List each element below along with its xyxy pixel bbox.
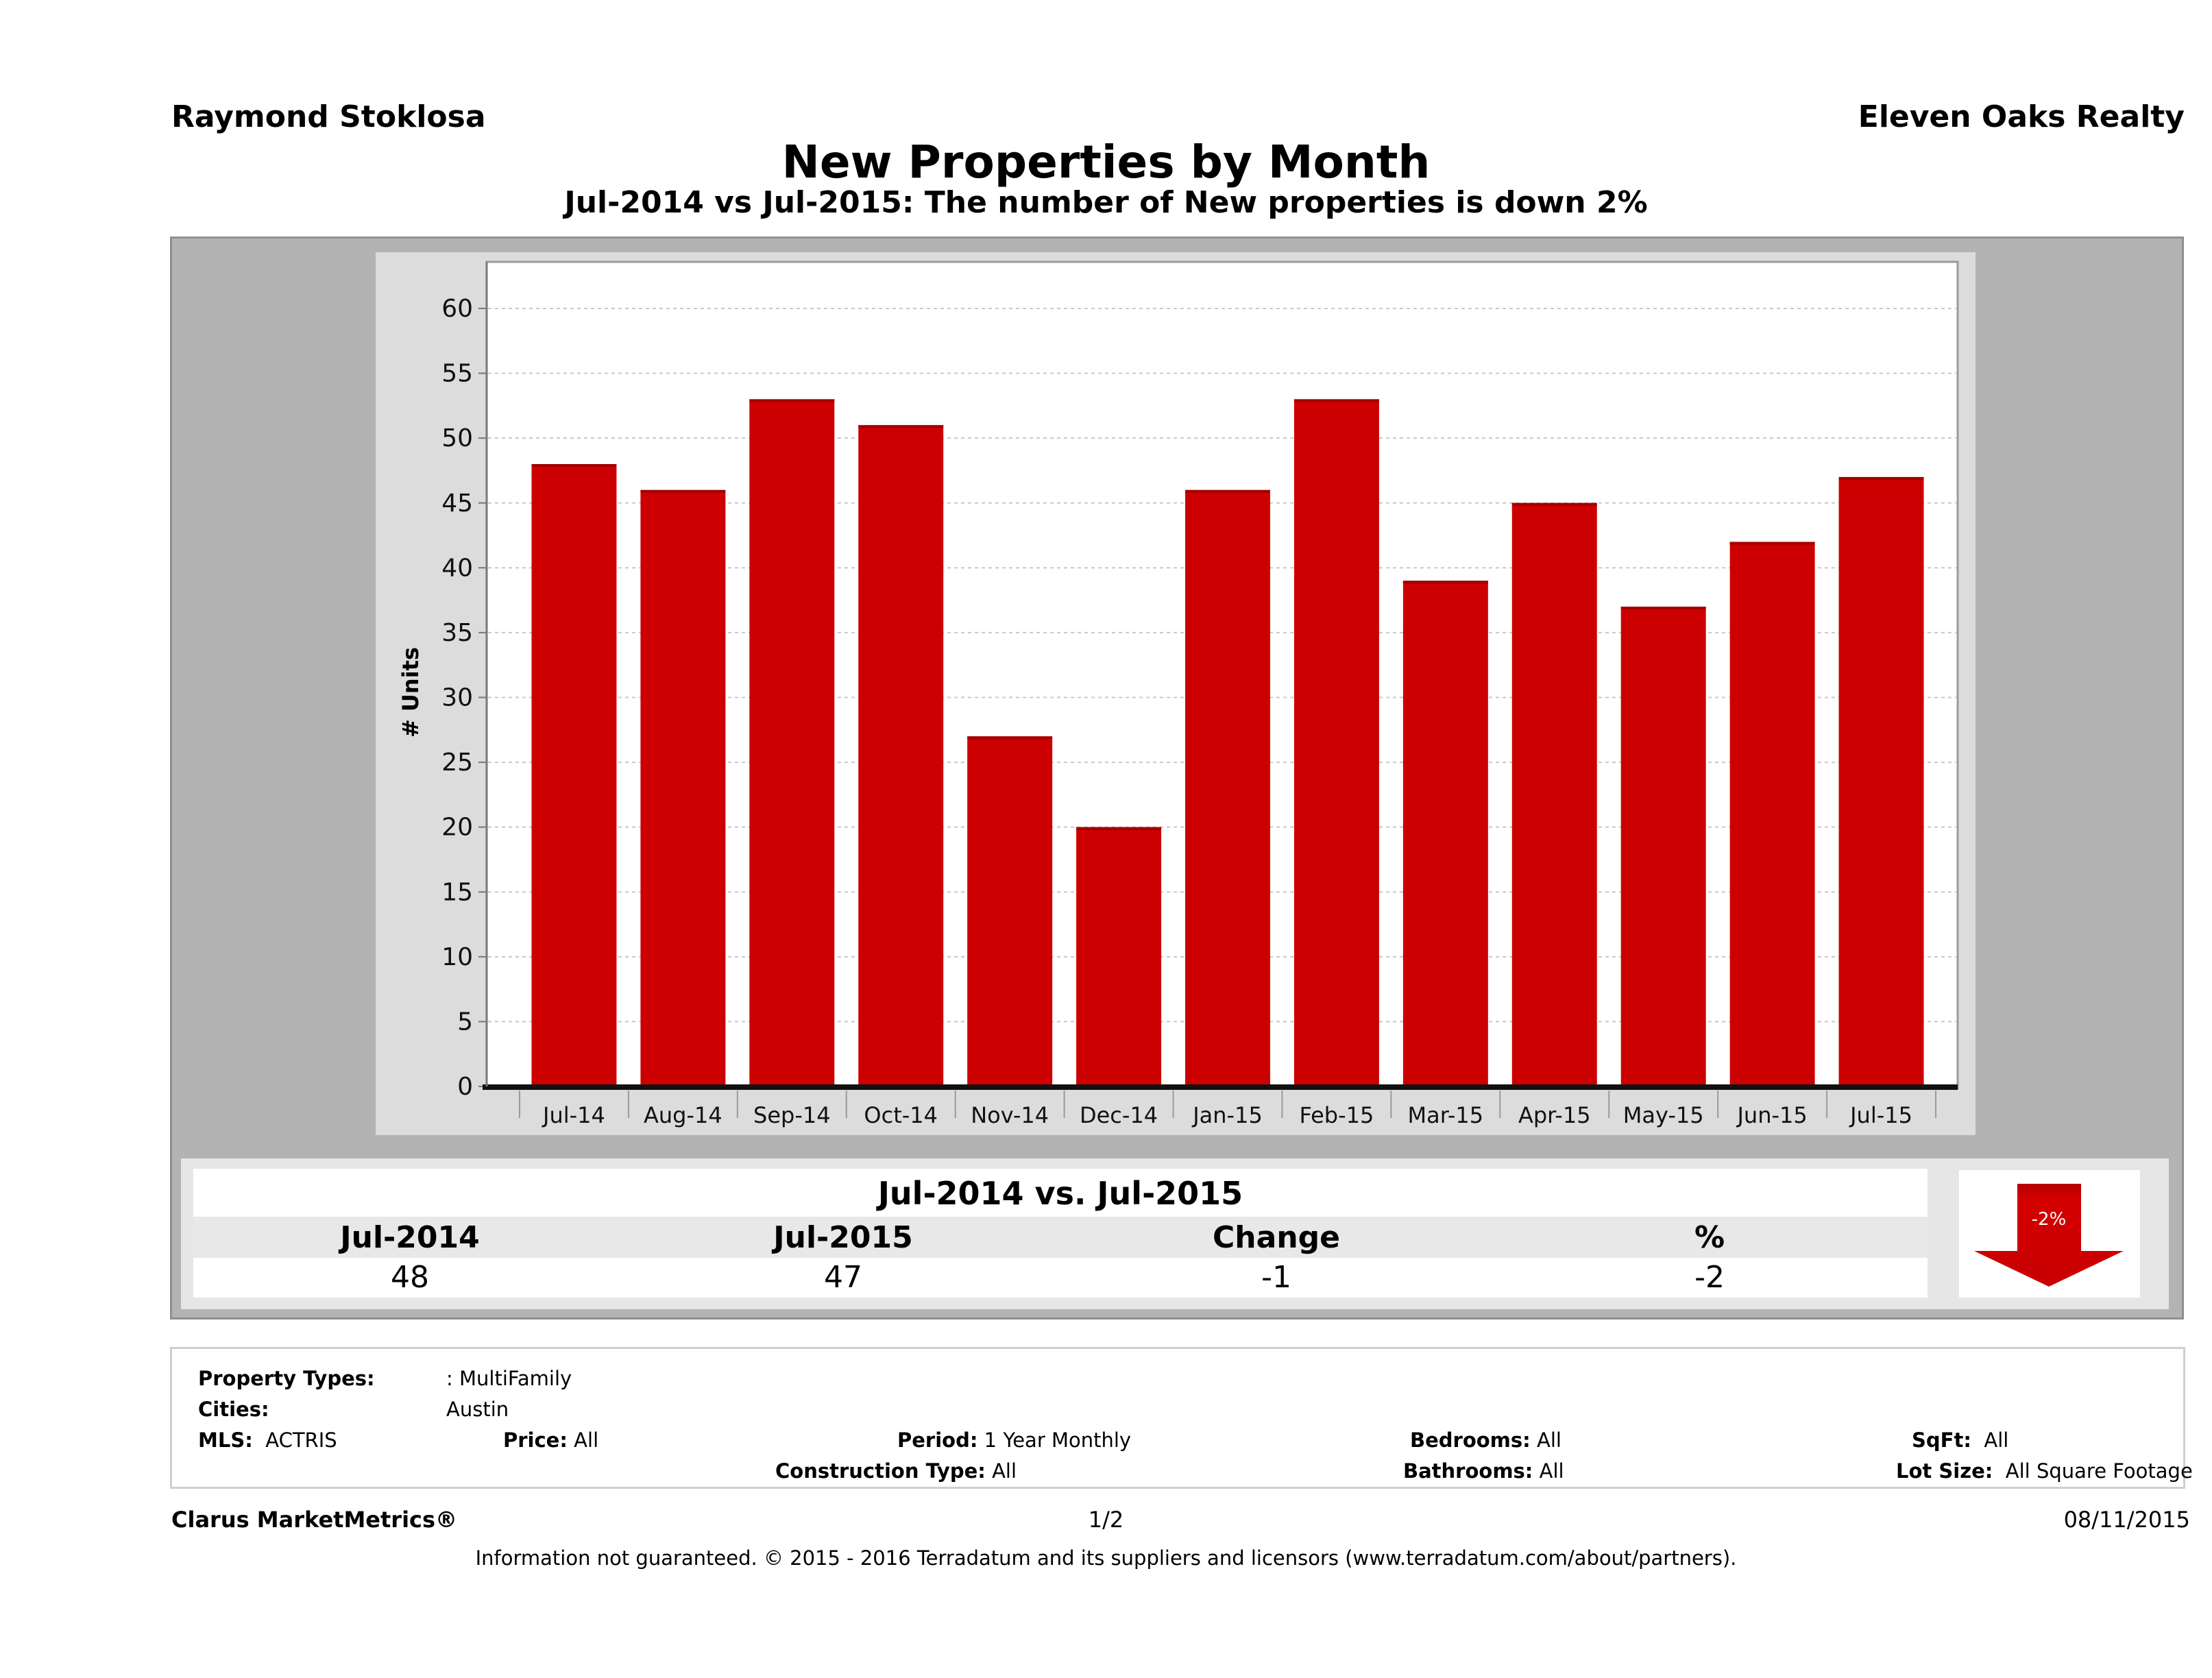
y-tick-label: 55 [441, 360, 473, 388]
filter-cities-value: Austin [446, 1398, 509, 1421]
bar-jul-14 [531, 464, 617, 1086]
x-axis-baseline [483, 1084, 1958, 1090]
y-tick-label: 15 [441, 878, 473, 906]
change-badge-label: -2% [2032, 1209, 2067, 1230]
bar-sep-14 [749, 399, 835, 1086]
x-tick-label: Aug-14 [644, 1102, 722, 1128]
x-tick-label: May-15 [1623, 1102, 1704, 1128]
x-tick-label: Mar-15 [1408, 1102, 1484, 1128]
x-tick-label: Dec-14 [1080, 1102, 1158, 1128]
bar-top-edge [1511, 502, 1597, 506]
filter-price: Price: All [503, 1428, 599, 1452]
bar-top-edge [967, 736, 1053, 740]
bar-top-edge [640, 489, 726, 493]
bar-top-edge [1620, 607, 1706, 610]
chart-panel: 0 5 10 15 20 25 30 35 40 45 50 55 60 Jul-14 Aug-14 Sep-… [376, 252, 1976, 1135]
bar-aug-14 [640, 489, 726, 1086]
company-name: Eleven Oaks Realty [1858, 99, 2185, 134]
bar-jun-15 [1729, 542, 1815, 1086]
y-tick-label: 25 [441, 749, 473, 777]
x-tick-label: Jul-14 [542, 1102, 605, 1128]
bar-chart: 0 5 10 15 20 25 30 35 40 45 50 55 60 Jul-14 Aug-14 Sep-… [398, 260, 1959, 1128]
bar-apr-15 [1511, 502, 1597, 1086]
y-tick-label: 5 [457, 1008, 473, 1036]
summary-value-jul-2014: 48 [391, 1260, 429, 1295]
bar-top-edge [531, 464, 617, 467]
x-tick-label: Oct-14 [864, 1102, 938, 1128]
filter-criteria: Property Types: : MultiFamily Cities: Au… [170, 1347, 2193, 1489]
bar-oct-14 [858, 425, 944, 1086]
x-tick-label: Jul-15 [1849, 1102, 1912, 1128]
summary-header-change: Change [1213, 1220, 1340, 1255]
bar-top-edge [1185, 489, 1270, 493]
bar-top-edge [1402, 581, 1488, 584]
x-tick-label: Sep-14 [753, 1102, 831, 1128]
filter-property-types-value: : MultiFamily [446, 1367, 572, 1390]
bar-nov-14 [967, 736, 1053, 1086]
filter-mls: MLS: ACTRIS [198, 1428, 337, 1452]
filter-period: Period: 1 Year Monthly [897, 1428, 1132, 1452]
bar-jul-15 [1838, 476, 1924, 1086]
x-tick-label: Jan-15 [1191, 1102, 1263, 1128]
page-subtitle: Jul-2014 vs Jul-2015: The number of New … [564, 185, 1648, 220]
filter-bedrooms: Bedrooms: All [1410, 1428, 1561, 1452]
y-tick-label: 40 [441, 554, 473, 582]
bar-feb-15 [1293, 399, 1379, 1086]
filter-property-types: Property Types: [198, 1367, 375, 1390]
bar-top-edge [1729, 542, 1815, 545]
y-tick-label: 60 [441, 295, 473, 323]
y-axis-label: # Units [398, 647, 424, 738]
summary-header-row: Jul-2014 Jul-2015 Change % [193, 1217, 1928, 1258]
filter-cities: Cities: [198, 1398, 269, 1421]
summary-header-jul-2015: Jul-2015 [773, 1220, 913, 1255]
bar-top-edge [749, 399, 835, 402]
bar-mar-15 [1402, 581, 1488, 1086]
bar-top-edge [858, 425, 944, 428]
down-arrow-icon [1974, 1184, 2124, 1287]
y-tick-label: 20 [441, 814, 473, 842]
y-tick-label: 45 [441, 489, 473, 518]
summary-table: Jul-2014 vs. Jul-2015 Jul-2014 Jul-2015 … [193, 1169, 1928, 1300]
filter-construction-type: Construction Type: All [775, 1459, 1017, 1483]
summary-header-percent: % [1694, 1220, 1725, 1255]
y-tick-label: 30 [441, 684, 473, 712]
bar-dec-14 [1076, 827, 1162, 1086]
y-tick-label: 35 [441, 619, 473, 647]
page-title: New Properties by Month [781, 136, 1431, 189]
filter-bathrooms: Bathrooms: All [1403, 1459, 1564, 1483]
summary-value-percent: -2 [1694, 1260, 1725, 1295]
filter-sqft: SqFt: All [1912, 1428, 2009, 1452]
summary-value-row: 48 47 -1 -2 [193, 1258, 1928, 1298]
y-tick-label: 50 [441, 424, 473, 452]
agent-name: Raymond Stoklosa [171, 99, 486, 134]
bar-may-15 [1620, 607, 1706, 1086]
report-date: 08/11/2015 [2063, 1507, 2190, 1533]
summary-title: Jul-2014 vs. Jul-2015 [193, 1169, 1928, 1217]
summary-header-jul-2014: Jul-2014 [340, 1220, 480, 1255]
x-tick-label: Nov-14 [971, 1102, 1049, 1128]
bar-top-edge [1293, 399, 1379, 402]
bar-top-edge [1076, 827, 1162, 830]
filter-lot-size: Lot Size: All Square Footage [1896, 1459, 2193, 1483]
x-tick-label: Apr-15 [1518, 1102, 1591, 1128]
x-tick-label: Jun-15 [1736, 1102, 1807, 1128]
summary-value-jul-2015: 47 [824, 1260, 862, 1295]
disclaimer: Information not guaranteed. © 2015 - 201… [475, 1546, 1737, 1570]
summary-value-change: -1 [1261, 1260, 1291, 1295]
y-tick-label: 10 [441, 943, 473, 971]
bar-jan-15 [1185, 489, 1270, 1086]
page-number: 1/2 [1088, 1507, 1124, 1533]
change-badge: -2% [1959, 1170, 2140, 1298]
x-tick-label: Feb-15 [1299, 1102, 1374, 1128]
footer-brand: Clarus MarketMetrics® [171, 1507, 458, 1533]
y-tick-label: 0 [457, 1073, 473, 1101]
bar-top-edge [1838, 476, 1924, 480]
